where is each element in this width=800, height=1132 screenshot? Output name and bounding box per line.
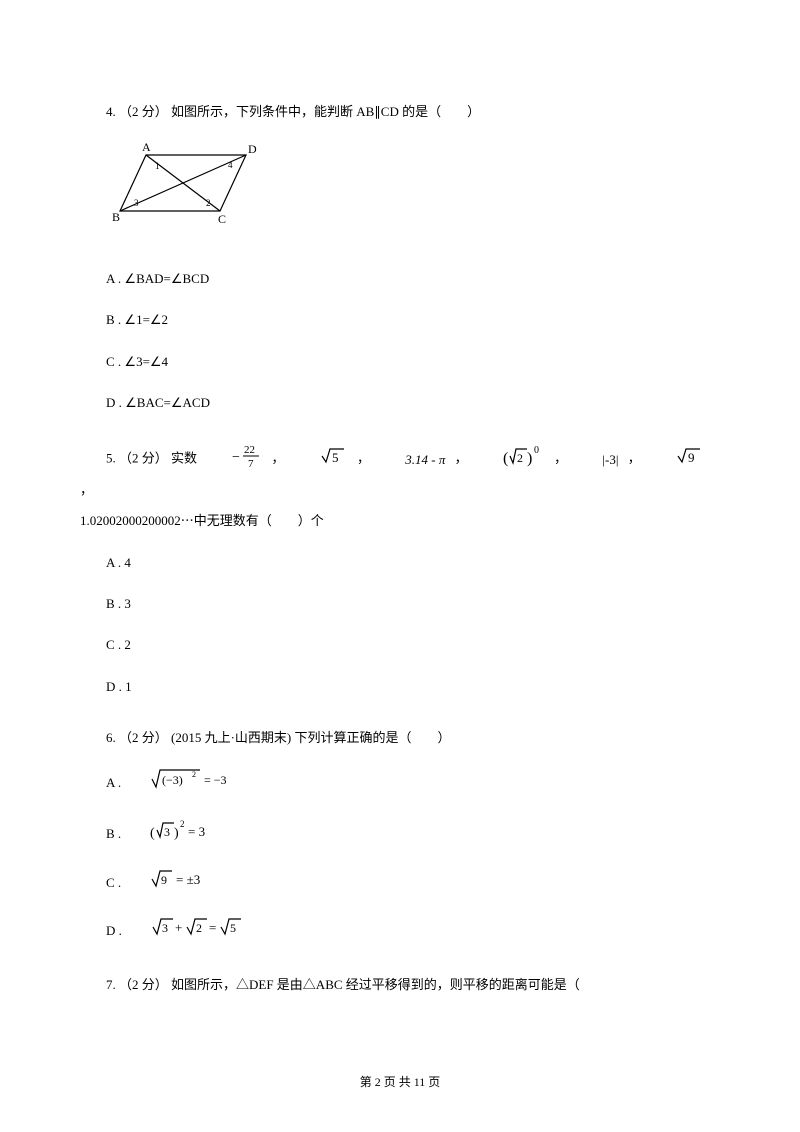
math-sqrt2-pow0: ( 2 ) 0 — [477, 443, 545, 476]
svg-text:2: 2 — [180, 819, 185, 829]
svg-text:D: D — [248, 142, 257, 156]
svg-text:= −3: = −3 — [204, 773, 227, 787]
svg-text:C: C — [218, 212, 226, 226]
svg-text:0: 0 — [534, 445, 539, 456]
svg-text:= 3: = 3 — [188, 824, 205, 839]
q4-option-b: B . ∠1=∠2 — [80, 308, 720, 331]
q5-option-b: B . 3 — [80, 592, 720, 615]
svg-text:−: − — [232, 450, 240, 465]
svg-text:): ) — [174, 826, 179, 841]
q6-text: 6. （2 分） (2015 九上·山西期末) 下列计算正确的是（ ） — [80, 726, 720, 749]
q6-option-c: C . 9 = ±3 — [80, 868, 720, 897]
math-q6b: ( 3 ) 2 = 3 — [124, 817, 230, 850]
math-q6d: 3 + 2 = 5 — [125, 916, 261, 945]
svg-text:3: 3 — [162, 921, 168, 935]
question-7: 7. （2 分） 如图所示，△DEF 是由△ABC 经过平移得到的，则平移的距离… — [80, 973, 720, 996]
q5-text: 5. （2 分） 实数 − 22 7 ， 5 ， 3.14 - π ， — [80, 442, 720, 501]
q5-option-d: D . 1 — [80, 675, 720, 698]
math-sqrt5: 5 — [294, 446, 348, 473]
svg-text:5: 5 — [332, 450, 339, 465]
math-q6c: 9 = ±3 — [124, 868, 230, 897]
svg-text:3: 3 — [164, 825, 170, 839]
svg-text:2: 2 — [196, 921, 202, 935]
math-pi-expr: 3.14 - π — [379, 448, 445, 471]
q5-text-line2: 1.02002000200002⋯中无理数有（ ）个 — [80, 509, 720, 532]
svg-text:9: 9 — [688, 450, 695, 465]
q6-option-a: A . (−3) 2 = −3 — [80, 767, 720, 798]
svg-text:A: A — [142, 141, 151, 154]
svg-text:2: 2 — [206, 198, 211, 208]
parallelogram-diagram: A D B C 1 4 3 2 — [110, 141, 270, 231]
question-5: 5. （2 分） 实数 − 22 7 ， 5 ， 3.14 - π ， — [80, 442, 720, 698]
q5-option-a: A . 4 — [80, 551, 720, 574]
svg-text:2: 2 — [192, 770, 196, 779]
svg-text:4: 4 — [228, 160, 233, 170]
svg-text:3: 3 — [134, 198, 139, 208]
svg-text:7: 7 — [248, 458, 254, 470]
q6-option-d: D . 3 + 2 = 5 — [80, 916, 720, 945]
math-neg-22-7: − 22 7 — [206, 442, 262, 477]
q6-option-b: B . ( 3 ) 2 = 3 — [80, 817, 720, 850]
q4-option-a: A . ∠BAD=∠BCD — [80, 267, 720, 290]
svg-text:+: + — [175, 920, 182, 935]
q5-option-c: C . 2 — [80, 633, 720, 656]
question-4: 4. （2 分） 如图所示，下列条件中，能判断 AB∥CD 的是（ ） A D … — [80, 100, 720, 414]
svg-text:B: B — [112, 210, 120, 224]
svg-text:(: ( — [150, 826, 155, 841]
math-sqrt9: 9 — [650, 446, 704, 473]
svg-text:5: 5 — [230, 921, 236, 935]
svg-text:2: 2 — [517, 451, 523, 465]
q4-text: 4. （2 分） 如图所示，下列条件中，能判断 AB∥CD 的是（ ） — [80, 100, 720, 123]
svg-text:1: 1 — [155, 161, 160, 171]
svg-text:= ±3: = ±3 — [176, 872, 200, 887]
svg-text:9: 9 — [161, 873, 167, 887]
svg-text:(−3): (−3) — [162, 773, 183, 787]
math-abs-neg3: |-3| — [576, 448, 618, 471]
q4-option-c: C . ∠3=∠4 — [80, 350, 720, 373]
svg-text:=: = — [209, 920, 216, 935]
page-content: 4. （2 分） 如图所示，下列条件中，能判断 AB∥CD 的是（ ） A D … — [0, 0, 800, 1084]
q4-option-d: D . ∠BAC=∠ACD — [80, 391, 720, 414]
math-q6a: (−3) 2 = −3 — [124, 767, 250, 798]
q5-prefix: 5. （2 分） 实数 — [106, 451, 197, 466]
q7-text: 7. （2 分） 如图所示，△DEF 是由△ABC 经过平移得到的，则平移的距离… — [80, 973, 720, 996]
question-6: 6. （2 分） (2015 九上·山西期末) 下列计算正确的是（ ） A . … — [80, 726, 720, 945]
svg-text:22: 22 — [244, 444, 255, 456]
svg-text:): ) — [527, 450, 532, 467]
svg-text:(: ( — [503, 450, 508, 467]
q4-diagram: A D B C 1 4 3 2 — [110, 141, 720, 238]
page-footer: 第 2 页 共 11 页 — [0, 1073, 800, 1090]
